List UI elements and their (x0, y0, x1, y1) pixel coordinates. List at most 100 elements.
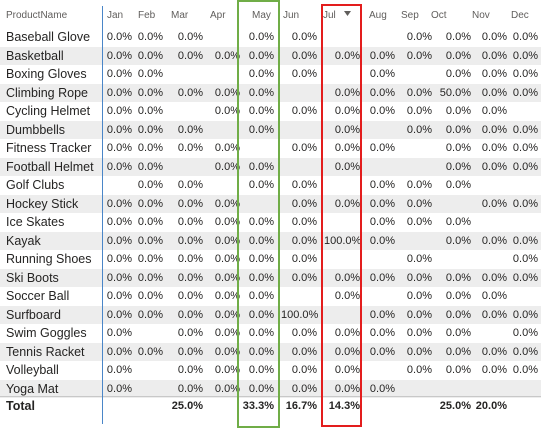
table-cell[interactable]: 0.0% (445, 216, 471, 228)
row-header-product[interactable]: Surfboard (6, 307, 61, 322)
table-cell[interactable]: 0.0% (106, 49, 132, 62)
table-cell[interactable]: 100.0% (281, 308, 319, 321)
table-cell[interactable]: 0.0% (445, 31, 471, 43)
table-cell[interactable]: 0.0% (137, 271, 163, 284)
table-row[interactable]: Basketball 0.0% 0.0% 0.0% 0.0% 0.0% 0.0% 0.0% 0.… (0, 47, 541, 66)
table-cell[interactable]: 0.0% (214, 160, 240, 173)
header-feb[interactable]: Feb (138, 10, 156, 21)
row-header-product[interactable]: Boxing Gloves (6, 67, 87, 81)
table-cell[interactable]: 0.0% (106, 290, 132, 302)
header-may[interactable]: May (252, 10, 271, 21)
table-cell[interactable]: 0.0% (106, 308, 132, 321)
table-row[interactable]: Golf Clubs 0.0% 0.0% 0.0% 0.0% 0.0% 0.0% 0.0% (0, 176, 541, 195)
table-cell[interactable]: 0.0% (137, 31, 163, 43)
table-cell[interactable]: 0.0% (369, 197, 395, 210)
table-cell[interactable]: 0.0% (248, 290, 274, 302)
table-cell[interactable]: 0.0% (334, 327, 360, 339)
table-cell[interactable]: 0.0% (512, 364, 538, 376)
header-apr[interactable]: Apr (210, 10, 226, 21)
table-cell[interactable]: 0.0% (248, 382, 274, 395)
table-cell[interactable]: 0.0% (406, 364, 432, 376)
table-cell[interactable]: 0.0% (291, 364, 317, 376)
table-cell[interactable]: 0.0% (445, 68, 471, 80)
table-cell[interactable]: 0.0% (177, 49, 203, 62)
table-cell[interactable]: 50.0% (439, 86, 471, 99)
row-header-product[interactable]: Ice Skates (6, 215, 65, 229)
table-cell[interactable]: 0.0% (291, 382, 317, 395)
table-cell[interactable]: 0.0% (137, 197, 163, 210)
table-cell[interactable]: 0.0% (177, 234, 203, 247)
table-cell[interactable]: 0.0% (512, 197, 538, 210)
table-cell[interactable]: 0.0% (406, 271, 432, 284)
row-header-product[interactable]: Kayak (6, 233, 41, 248)
table-cell[interactable]: 0.0% (214, 364, 240, 376)
table-cell[interactable]: 0.0% (214, 142, 240, 154)
table-row[interactable]: Ice Skates 0.0% 0.0% 0.0% 0.0% 0.0% 0.0% 0.0% 0.… (0, 213, 541, 232)
table-cell[interactable]: 0.0% (137, 105, 163, 117)
table-cell[interactable]: 0.0% (214, 49, 240, 62)
table-cell[interactable]: 0.0% (248, 105, 274, 117)
table-cell[interactable]: 0.0% (137, 68, 163, 80)
header-oct[interactable]: Oct (431, 10, 447, 21)
table-cell[interactable]: 0.0% (248, 31, 274, 43)
table-cell[interactable]: 0.0% (248, 345, 274, 358)
table-cell[interactable]: 0.0% (177, 197, 203, 210)
table-cell[interactable]: 0.0% (406, 308, 432, 321)
table-cell[interactable]: 0.0% (177, 142, 203, 154)
table-row[interactable]: Kayak 0.0% 0.0% 0.0% 0.0% 0.0% 0.0% 100.0% 0.0% 0… (0, 232, 541, 251)
table-cell[interactable]: 0.0% (481, 86, 507, 99)
table-cell[interactable]: 0.0% (214, 216, 240, 228)
table-cell[interactable]: 0.0% (334, 382, 360, 395)
table-cell[interactable]: 0.0% (214, 345, 240, 358)
row-header-product[interactable]: Swim Goggles (6, 326, 87, 340)
table-row[interactable]: Volleyball 0.0% 0.0% 0.0% 0.0% 0.0% 0.0% 0.0% 0.… (0, 361, 541, 380)
table-row[interactable]: Dumbbells 0.0% 0.0% 0.0% 0.0% 0.0% 0.0% 0.0% 0.0… (0, 121, 541, 140)
table-cell[interactable]: 0.0% (137, 234, 163, 247)
table-cell[interactable]: 0.0% (291, 68, 317, 80)
table-cell[interactable]: 0.0% (177, 216, 203, 228)
table-cell[interactable]: 0.0% (481, 31, 507, 43)
table-cell[interactable]: 0.0% (106, 86, 132, 99)
table-cell[interactable]: 0.0% (106, 253, 132, 265)
table-row[interactable]: Hockey Stick 0.0% 0.0% 0.0% 0.0% 0.0% 0.0% 0.0%… (0, 195, 541, 214)
table-cell[interactable]: 0.0% (248, 253, 274, 265)
table-cell[interactable]: 0.0% (406, 123, 432, 136)
table-cell[interactable]: 0.0% (248, 216, 274, 228)
table-cell[interactable]: 0.0% (137, 49, 163, 62)
table-cell[interactable]: 0.0% (248, 160, 274, 173)
table-cell[interactable]: 0.0% (481, 49, 507, 62)
table-cell[interactable]: 0.0% (177, 271, 203, 284)
table-cell[interactable]: 0.0% (445, 179, 471, 191)
table-cell[interactable]: 0.0% (177, 86, 203, 99)
table-cell[interactable]: 0.0% (445, 308, 471, 321)
table-cell[interactable]: 0.0% (512, 160, 538, 173)
table-cell[interactable]: 0.0% (291, 234, 317, 247)
table-cell[interactable]: 0.0% (214, 290, 240, 302)
row-header-product[interactable]: Basketball (6, 48, 64, 63)
table-cell[interactable]: 0.0% (512, 271, 538, 284)
table-cell[interactable]: 0.0% (106, 364, 132, 376)
header-mar[interactable]: Mar (171, 10, 189, 21)
table-cell[interactable]: 0.0% (334, 271, 360, 284)
table-cell[interactable]: 0.0% (137, 345, 163, 358)
table-cell[interactable]: 0.0% (512, 327, 538, 339)
table-cell[interactable]: 0.0% (248, 327, 274, 339)
table-cell[interactable]: 0.0% (291, 216, 317, 228)
table-cell[interactable]: 0.0% (137, 123, 163, 136)
table-cell[interactable]: 0.0% (406, 49, 432, 62)
table-cell[interactable]: 0.0% (406, 86, 432, 99)
table-cell[interactable]: 0.0% (445, 290, 471, 302)
table-cell[interactable]: 0.0% (369, 68, 395, 80)
table-cell[interactable]: 0.0% (248, 364, 274, 376)
table-cell[interactable]: 0.0% (369, 142, 395, 154)
table-cell[interactable]: 0.0% (248, 179, 274, 191)
table-cell[interactable]: 0.0% (369, 86, 395, 99)
table-cell[interactable]: 0.0% (248, 86, 274, 99)
table-cell[interactable]: 0.0% (248, 68, 274, 80)
table-cell[interactable]: 0.0% (406, 327, 432, 339)
table-cell[interactable]: 0.0% (334, 49, 360, 62)
header-sep[interactable]: Sep (401, 10, 419, 21)
table-cell[interactable]: 0.0% (248, 49, 274, 62)
table-cell[interactable]: 0.0% (445, 160, 471, 173)
row-header-product[interactable]: Tennis Racket (6, 344, 85, 359)
